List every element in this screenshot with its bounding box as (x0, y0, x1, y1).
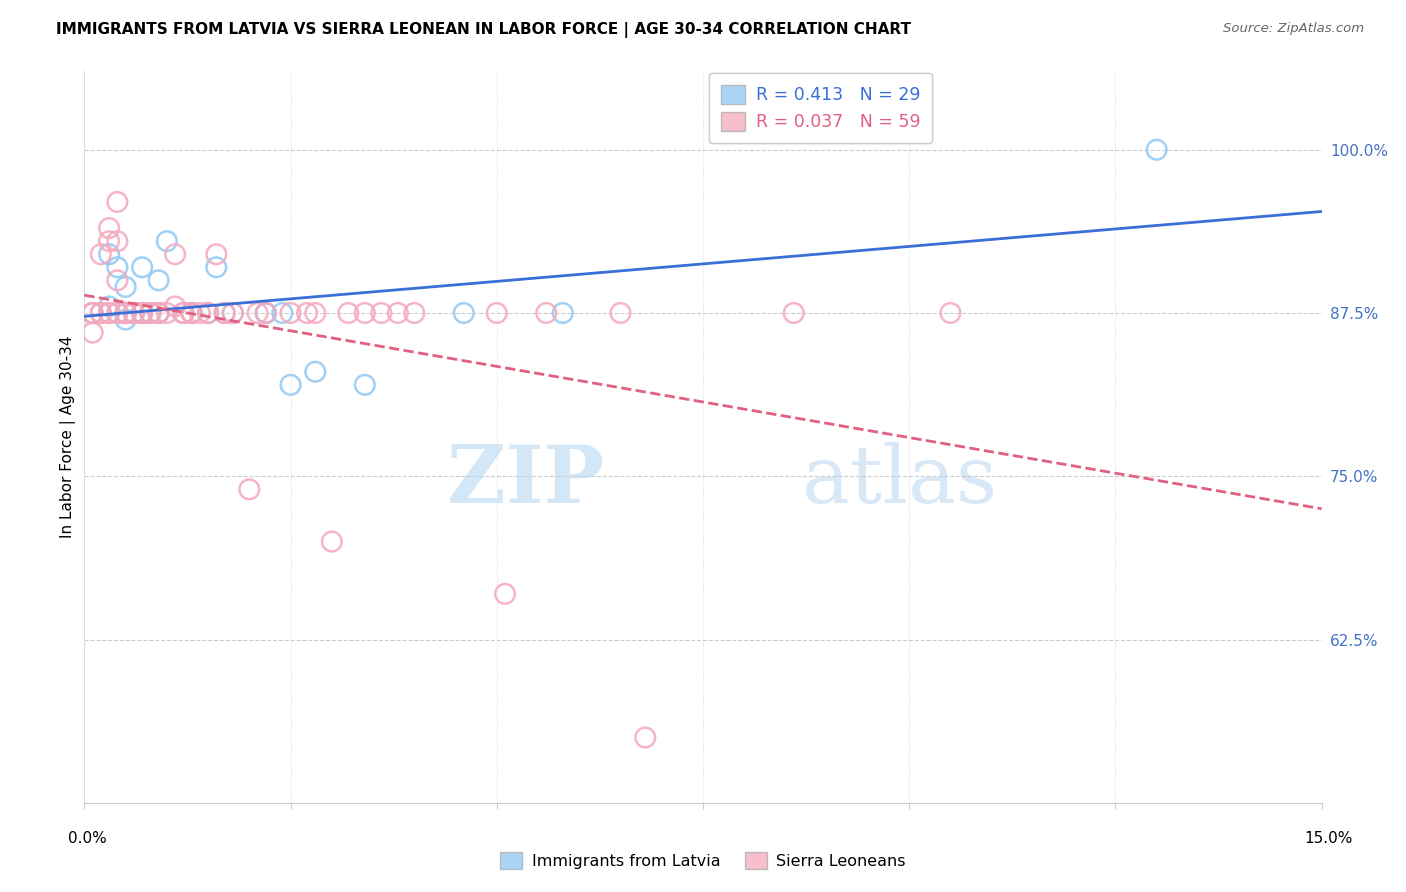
Point (172, 306, 194, 320)
Point (90, 306, 112, 320)
Text: 0.0%: 0.0% (67, 831, 107, 846)
Point (105, 306, 128, 320)
Point (1146, 143, 1168, 157)
Point (197, 306, 219, 320)
Y-axis label: In Labor Force | Age 30-34: In Labor Force | Age 30-34 (60, 335, 76, 539)
Point (609, 306, 631, 320)
Point (387, 306, 409, 320)
Point (280, 377, 302, 392)
Point (114, 306, 136, 320)
Point (131, 306, 153, 320)
Point (148, 306, 170, 320)
Point (494, 587, 516, 601)
Point (783, 306, 806, 320)
Point (114, 306, 136, 320)
Point (453, 306, 475, 320)
Point (139, 306, 162, 320)
Point (205, 260, 228, 275)
Point (139, 306, 162, 320)
Point (404, 306, 426, 320)
Point (114, 280, 136, 294)
Point (98, 306, 121, 320)
Point (156, 234, 179, 248)
Point (165, 300, 187, 314)
Text: atlas: atlas (801, 442, 997, 520)
Point (131, 306, 153, 320)
Point (172, 306, 194, 320)
Point (98, 234, 121, 248)
Text: ZIP: ZIP (447, 442, 605, 520)
Point (105, 306, 128, 320)
Point (536, 306, 558, 320)
Point (105, 194, 128, 209)
Point (148, 306, 170, 320)
Legend: R = 0.413   N = 29, R = 0.037   N = 59: R = 0.413 N = 29, R = 0.037 N = 59 (709, 73, 932, 144)
Point (122, 306, 145, 320)
Point (180, 306, 202, 320)
Point (82, 326, 104, 340)
Point (254, 306, 277, 320)
Point (222, 306, 245, 320)
Point (180, 306, 202, 320)
Point (98, 300, 121, 314)
Point (122, 306, 145, 320)
Point (148, 306, 170, 320)
Point (254, 306, 277, 320)
Text: IMMIGRANTS FROM LATVIA VS SIERRA LEONEAN IN LABOR FORCE | AGE 30-34 CORRELATION : IMMIGRANTS FROM LATVIA VS SIERRA LEONEAN… (56, 22, 911, 38)
Point (321, 534, 343, 549)
Legend: Immigrants from Latvia, Sierra Leoneans: Immigrants from Latvia, Sierra Leoneans (494, 846, 912, 875)
Point (165, 247, 187, 261)
Point (280, 306, 302, 320)
Point (82, 306, 104, 320)
Point (353, 306, 375, 320)
Point (197, 306, 219, 320)
Point (105, 260, 128, 275)
Point (188, 306, 211, 320)
Point (246, 306, 269, 320)
Point (131, 306, 153, 320)
Point (304, 306, 326, 320)
Point (131, 260, 153, 275)
Point (304, 365, 326, 379)
Point (156, 306, 179, 320)
Point (634, 731, 657, 745)
Point (238, 483, 260, 497)
Point (105, 273, 128, 287)
Point (254, 306, 277, 320)
Point (82, 306, 104, 320)
Point (98, 221, 121, 235)
Point (105, 234, 128, 248)
Point (214, 306, 236, 320)
Point (139, 306, 162, 320)
Point (98, 306, 121, 320)
Point (939, 306, 962, 320)
Point (148, 273, 170, 287)
Point (353, 377, 375, 392)
Point (82, 306, 104, 320)
Point (90, 247, 112, 261)
Text: Source: ZipAtlas.com: Source: ZipAtlas.com (1223, 22, 1364, 36)
Point (214, 306, 236, 320)
Point (98, 247, 121, 261)
Point (172, 306, 194, 320)
Point (370, 306, 392, 320)
Text: 15.0%: 15.0% (1305, 831, 1353, 846)
Point (114, 306, 136, 320)
Point (295, 306, 318, 320)
Point (271, 306, 294, 320)
Point (114, 312, 136, 326)
Point (114, 306, 136, 320)
Point (180, 306, 202, 320)
Point (131, 306, 153, 320)
Point (337, 306, 360, 320)
Point (122, 306, 145, 320)
Point (551, 306, 574, 320)
Point (148, 306, 170, 320)
Point (222, 306, 245, 320)
Point (205, 247, 228, 261)
Point (90, 306, 112, 320)
Point (485, 306, 508, 320)
